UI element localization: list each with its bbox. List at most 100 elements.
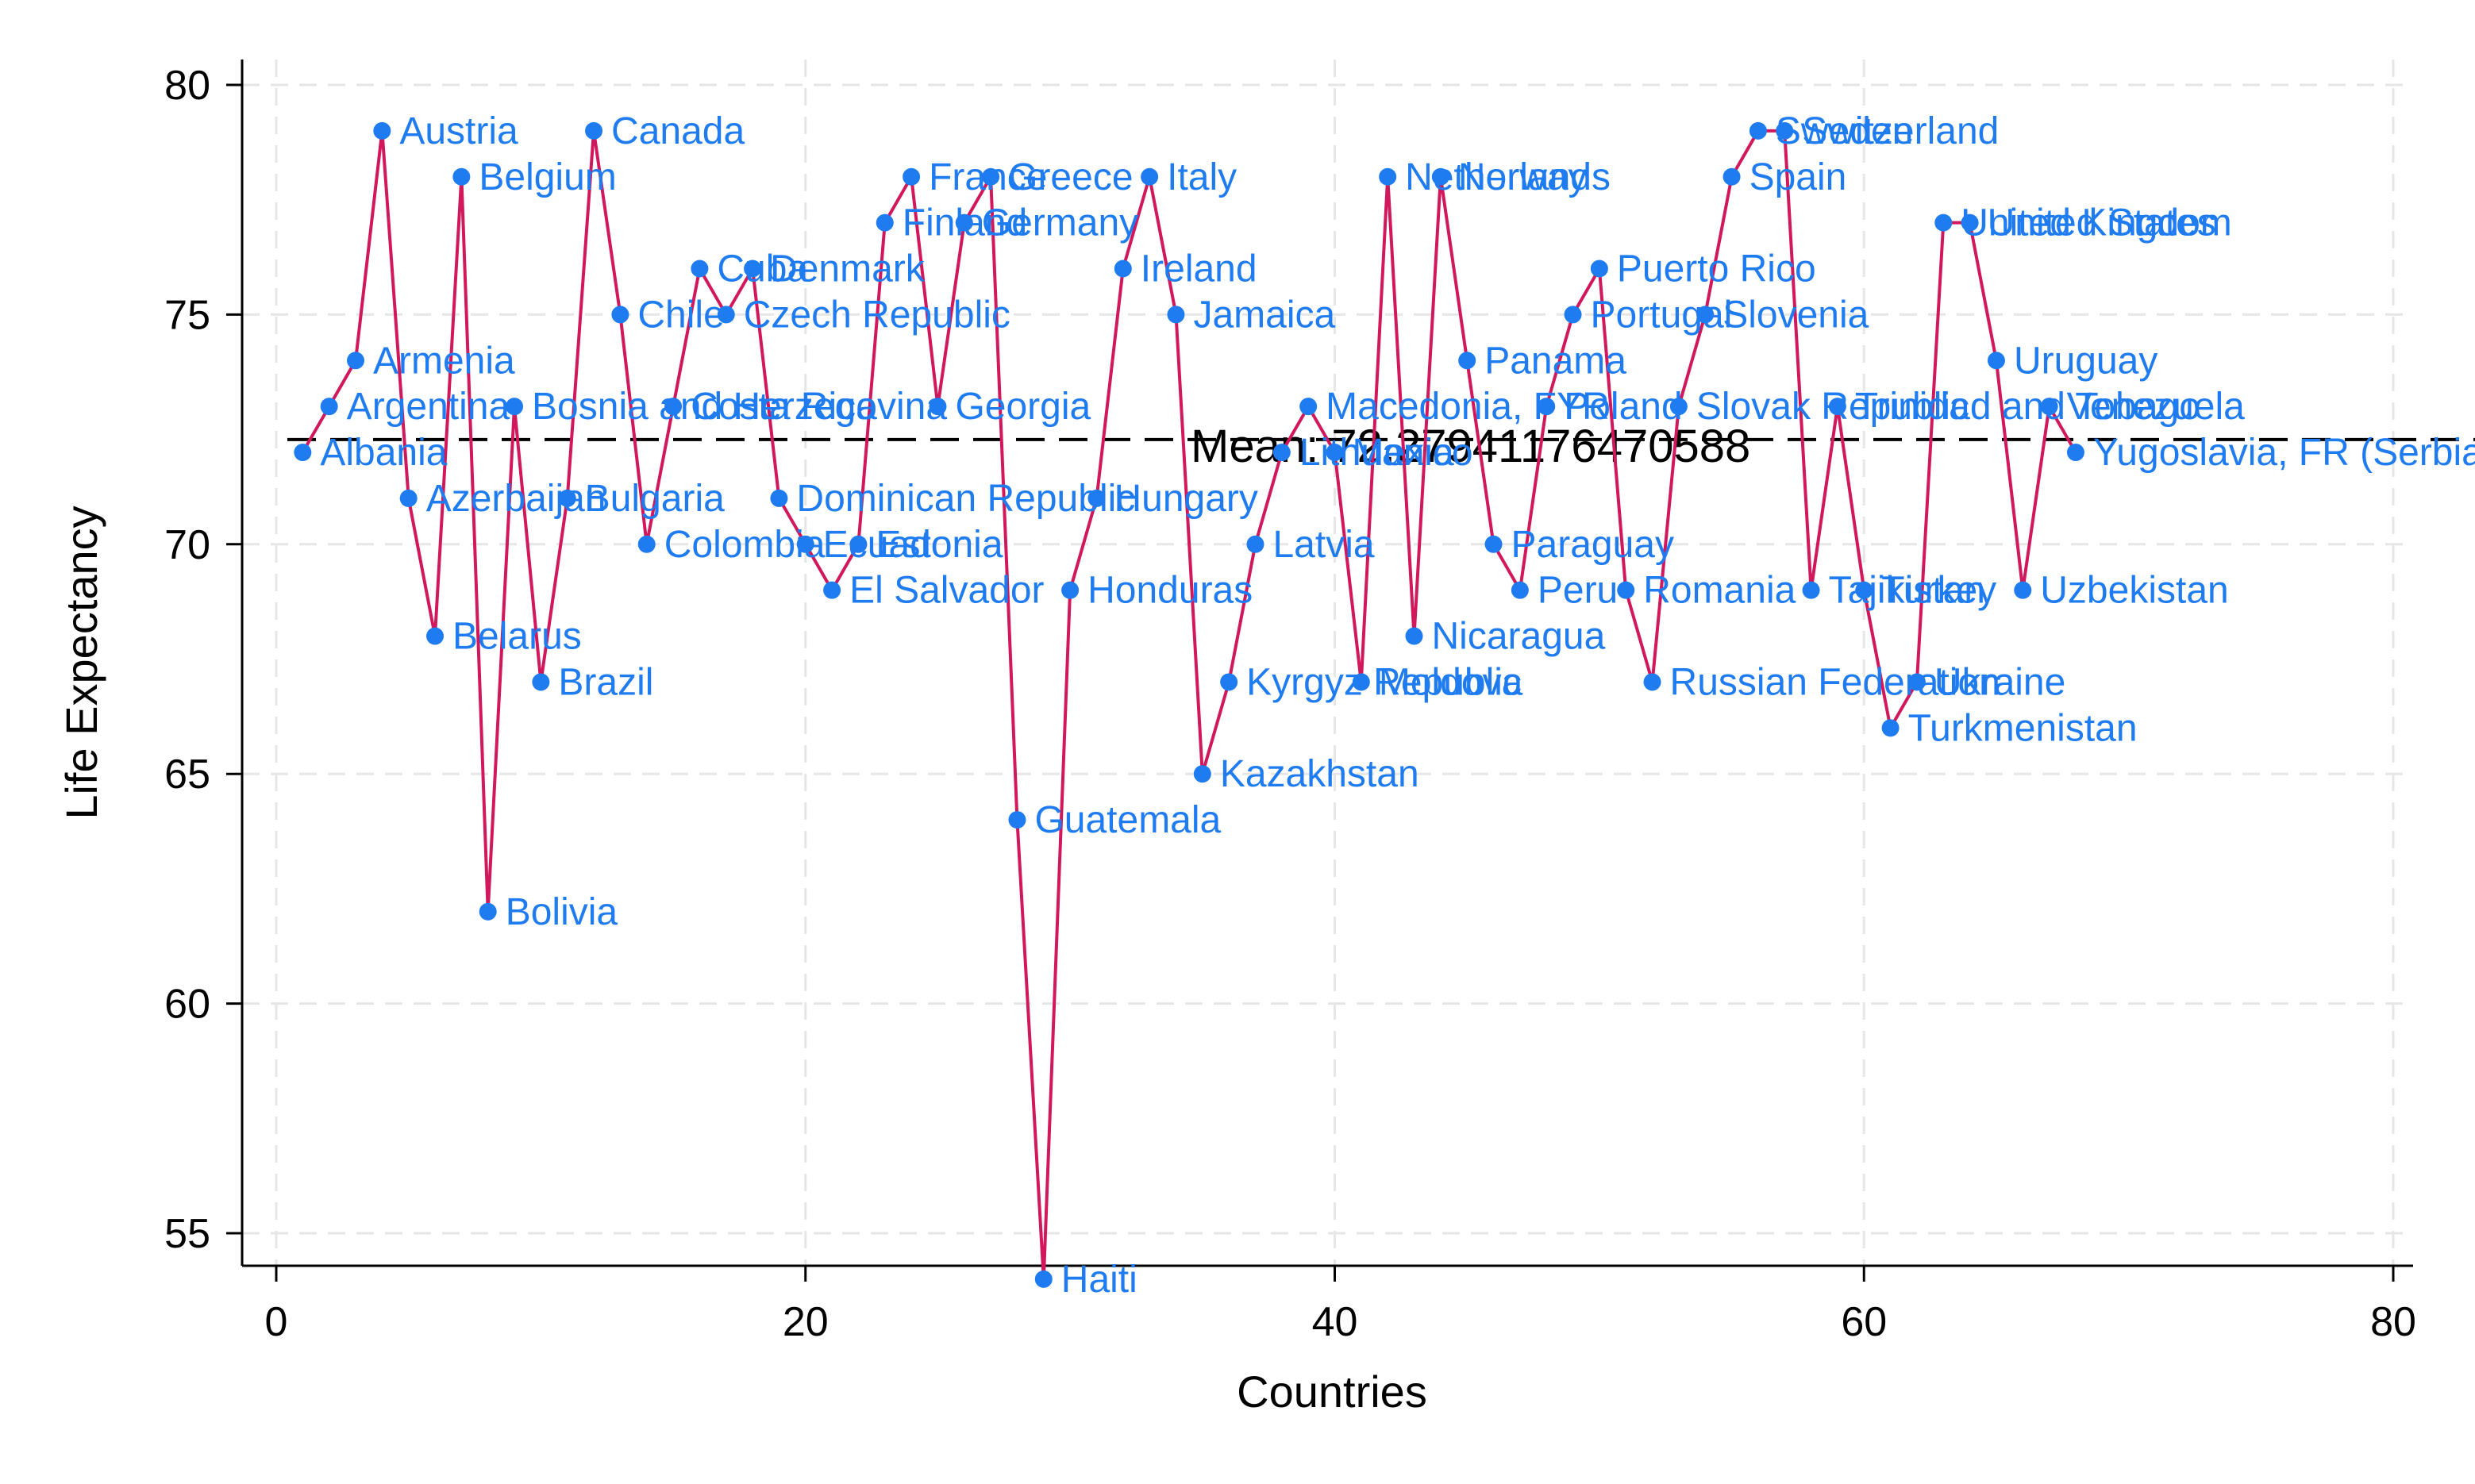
data-point	[1379, 167, 1397, 186]
data-point	[1246, 535, 1264, 553]
data-label: Puerto Rico	[1617, 248, 1816, 290]
data-label: Latvia	[1272, 524, 1374, 566]
data-points	[294, 121, 2084, 1288]
data-point	[1907, 673, 1926, 691]
data-point	[796, 535, 814, 553]
data-label: Panama	[1484, 340, 1626, 382]
x-tick-label: 80	[2370, 1299, 2416, 1345]
data-label: Azerbaijan	[426, 478, 606, 520]
data-label: Poland	[1564, 386, 1682, 428]
data-point	[320, 398, 338, 416]
data-point	[1272, 444, 1291, 462]
data-label: Argentina	[347, 386, 510, 428]
data-label: Estonia	[876, 524, 1003, 566]
data-point	[664, 398, 683, 416]
y-tick-label: 55	[164, 1211, 210, 1257]
data-label: United States	[1988, 202, 2216, 244]
data-label: Yugoslavia, FR (Serbia/Montenegro)	[2093, 432, 2475, 474]
data-label: Bolivia	[506, 891, 618, 933]
data-point	[823, 581, 841, 599]
data-label: France	[929, 156, 1047, 198]
data-label: Ukraine	[1934, 661, 2065, 703]
data-point	[1167, 306, 1185, 324]
data-point	[691, 260, 709, 278]
data-point	[1934, 213, 1953, 232]
data-point	[2040, 398, 2058, 416]
data-label: Belarus	[452, 616, 582, 658]
data-point	[1538, 398, 1556, 416]
data-label: Italy	[1167, 156, 1237, 198]
data-point	[506, 398, 524, 416]
data-label: Uzbekistan	[2040, 570, 2228, 612]
grid-lines	[242, 60, 2413, 1266]
data-label: El Salvador	[849, 570, 1044, 612]
data-point	[1511, 581, 1529, 599]
data-point	[1881, 719, 1900, 737]
data-point	[1643, 673, 1661, 691]
data-label: Armenia	[373, 340, 515, 382]
axis-ticks: 55 60 65 70 75 80 0 20 40 60 80	[164, 63, 2416, 1345]
data-point	[1484, 535, 1503, 553]
data-label: Sweden	[1776, 110, 1913, 152]
data-point	[2066, 444, 2084, 462]
data-point	[1326, 444, 1344, 462]
data-point	[929, 398, 947, 416]
data-point	[1987, 352, 2005, 370]
data-point	[1722, 167, 1741, 186]
data-label: Netherlands	[1405, 156, 1611, 198]
data-point	[1564, 306, 1582, 324]
data-point	[770, 489, 788, 507]
data-label: Denmark	[770, 248, 926, 290]
data-point	[585, 121, 603, 140]
data-label: Haiti	[1061, 1259, 1137, 1301]
data-label: Austria	[399, 110, 518, 152]
data-label: Bulgaria	[585, 478, 725, 520]
x-tick-label: 60	[1841, 1299, 1887, 1345]
data-label: Guatemala	[1034, 799, 1221, 841]
data-label: Colombia	[664, 524, 826, 566]
x-tick-label: 40	[1312, 1299, 1358, 1345]
data-point	[1193, 765, 1211, 783]
y-tick-label: 70	[164, 522, 210, 568]
data-point	[849, 535, 868, 553]
data-point	[426, 627, 445, 645]
data-point	[1141, 167, 1159, 186]
data-label: Canada	[611, 110, 745, 152]
data-label: Finland	[903, 202, 1027, 244]
data-label: Georgia	[955, 386, 1091, 428]
data-point	[399, 489, 418, 507]
data-label: Norway	[1458, 156, 1588, 198]
data-point	[558, 489, 576, 507]
data-point	[1855, 581, 1873, 599]
data-label: Jamaica	[1193, 294, 1335, 336]
data-point	[1669, 398, 1688, 416]
y-tick-label: 60	[164, 982, 210, 1028]
data-point	[1299, 398, 1318, 416]
data-point	[637, 535, 656, 553]
data-label: Costa Rica	[691, 386, 877, 428]
data-point	[903, 167, 921, 186]
data-label: Switzerland	[1802, 110, 1999, 152]
data-label: Dominican Republic	[796, 478, 1135, 520]
data-point	[532, 673, 550, 691]
data-point	[1405, 627, 1423, 645]
data-point	[452, 167, 471, 186]
data-point	[1617, 581, 1635, 599]
axes	[241, 60, 2413, 1267]
data-label: Turkmenistan	[1908, 707, 2138, 749]
data-label: Russian Federation	[1670, 661, 2000, 703]
data-point	[1749, 121, 1767, 140]
data-label: Peru	[1538, 570, 1618, 612]
data-point	[876, 213, 894, 232]
data-label: Germany	[982, 202, 1138, 244]
data-label: Slovak Republic	[1696, 386, 1969, 428]
y-tick-label: 75	[164, 292, 210, 338]
data-point	[1696, 306, 1715, 324]
data-point	[1828, 398, 1846, 416]
data-label: Ireland	[1141, 248, 1257, 290]
data-label: Kazakhstan	[1220, 753, 1419, 795]
data-point	[611, 306, 629, 324]
data-label: Belgium	[479, 156, 616, 198]
data-point	[1220, 673, 1238, 691]
